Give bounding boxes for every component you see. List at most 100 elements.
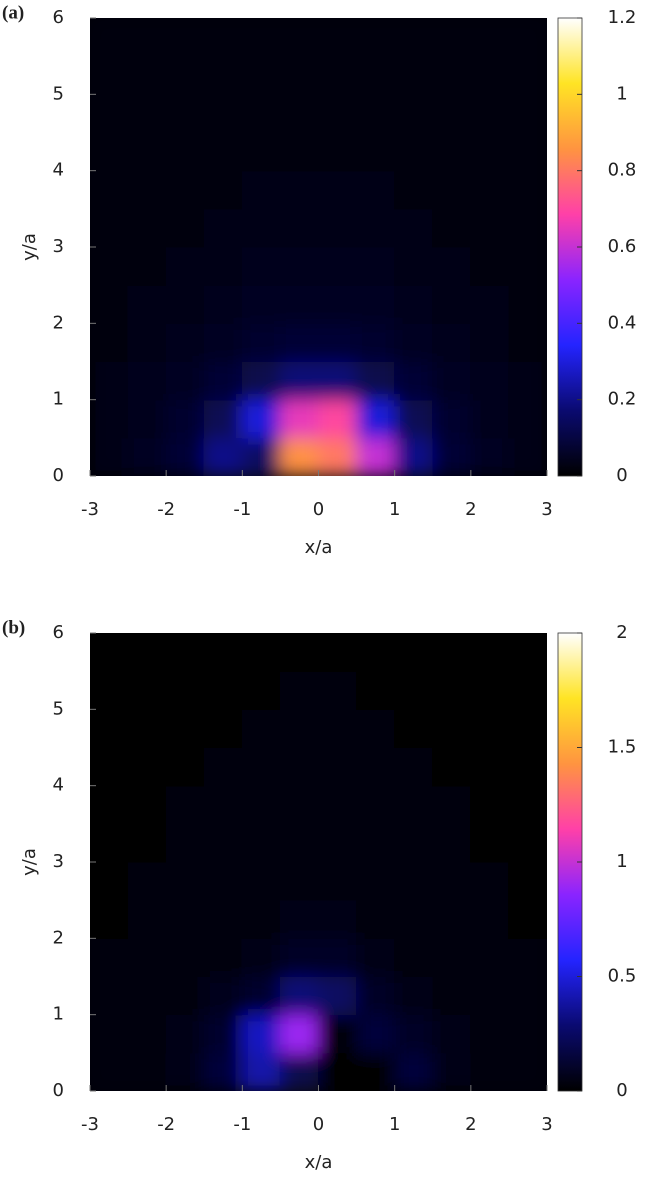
colorbar-tick-label: 0.4 [608, 312, 637, 333]
heatmap-cell [356, 823, 396, 863]
heatmap-cell [203, 246, 243, 286]
heatmap-cell [90, 899, 129, 939]
colorbar-tick-label: 0.2 [608, 389, 637, 410]
heatmap-cell [318, 18, 358, 57]
heatmap-cell [432, 1014, 472, 1054]
colorbar-tick-label: 0.6 [608, 236, 637, 257]
heatmap-cell [241, 18, 281, 57]
colorbar-tick-label: 0 [616, 1080, 627, 1101]
colorbar-tick-label: 1 [616, 83, 627, 104]
heatmap-cell [165, 322, 205, 362]
heatmap-cell [318, 670, 358, 710]
heatmap-cell [394, 899, 434, 939]
heatmap-cell [127, 861, 167, 901]
heatmap-cell [318, 399, 358, 439]
heatmap-cell [127, 93, 167, 133]
heatmap-cell [165, 861, 205, 901]
heatmap-cell [90, 633, 129, 672]
heatmap-cell [394, 823, 434, 863]
heatmap-cell [127, 785, 167, 825]
heatmap-cell [241, 937, 281, 977]
heatmap-cell [470, 708, 510, 748]
heatmap-cell [241, 708, 281, 748]
x-tick-label: -3 [81, 1114, 99, 1135]
heatmap-cell [165, 55, 205, 95]
heatmap-cell [165, 747, 205, 787]
heatmap-cell [279, 937, 319, 977]
heatmap-cell [90, 55, 129, 95]
heatmap-cell [470, 55, 510, 95]
heatmap-cell [279, 361, 319, 401]
heatmap-cell [203, 208, 243, 248]
heatmap-cell [508, 93, 547, 133]
heatmap-cell [203, 1014, 243, 1054]
heatmap-cell [394, 246, 434, 286]
heatmap-cell [279, 284, 319, 324]
colorbar-tick-label: 1.2 [608, 7, 637, 28]
heatmap-cell [165, 976, 205, 1016]
heatmap-cell [318, 284, 358, 324]
heatmap-cell [508, 785, 547, 825]
x-tick-label: 0 [313, 1114, 324, 1135]
heatmap-cell [241, 55, 281, 95]
heatmap-cell [279, 18, 319, 57]
x-tick-label: 3 [541, 499, 552, 520]
heatmap-cell [508, 861, 547, 901]
heatmap-cell [165, 170, 205, 210]
heatmap-cell [90, 747, 129, 787]
heatmap-cell [241, 170, 281, 210]
heatmap-cell [241, 670, 281, 710]
heatmap-cell [432, 18, 472, 57]
heatmap-cell [203, 399, 243, 439]
heatmap-cell [394, 322, 434, 362]
x-tick-label: -2 [157, 1114, 175, 1135]
heatmap-cell [127, 18, 167, 57]
heatmap-cell [279, 823, 319, 863]
colorbar-tick-label: 0.5 [608, 966, 637, 987]
heatmap-cell [279, 132, 319, 172]
heatmap-cell [470, 633, 510, 672]
heatmap-cell [432, 132, 472, 172]
y-axis-label: y/a [19, 233, 40, 261]
heatmap-cell [356, 976, 396, 1016]
heatmap-cell [241, 861, 281, 901]
heatmap-cell [356, 284, 396, 324]
heatmap-cell [356, 437, 396, 476]
heatmap-cell [279, 246, 319, 286]
heatmap-cell [508, 1014, 547, 1054]
heatmap-cell [279, 747, 319, 787]
heatmap-cell [127, 208, 167, 248]
heatmap-cell [394, 1014, 434, 1054]
heatmap-cell [508, 437, 547, 476]
y-tick-label: 2 [53, 927, 64, 948]
heatmap-cell [203, 322, 243, 362]
y-tick-label: 6 [53, 7, 64, 28]
x-tick-label: 0 [313, 499, 324, 520]
heatmap-cell [165, 399, 205, 439]
heatmap-cell [90, 437, 129, 476]
heatmap-cell [165, 437, 205, 476]
heatmap [90, 18, 547, 476]
heatmap-cell [127, 823, 167, 863]
heatmap-cell [394, 132, 434, 172]
colorbar-tick-label: 1 [616, 851, 627, 872]
heatmap-cell [394, 437, 434, 476]
heatmap-cell [241, 899, 281, 939]
heatmap-clip [90, 633, 547, 1091]
heatmap-cell [508, 170, 547, 210]
heatmap-cell [470, 170, 510, 210]
heatmap-cell [318, 361, 358, 401]
heatmap-cell [279, 170, 319, 210]
heatmap-cell [279, 976, 319, 1016]
heatmap-cell [470, 322, 510, 362]
heatmap-cell [241, 284, 281, 324]
heatmap-cell [127, 976, 167, 1016]
heatmap-cell [241, 1052, 281, 1091]
heatmap-cell [241, 976, 281, 1016]
heatmap-cell [432, 246, 472, 286]
heatmap-cell [203, 437, 243, 476]
heatmap-cell [165, 937, 205, 977]
heatmap-cell [165, 93, 205, 133]
heatmap-cell [394, 861, 434, 901]
heatmap-cell [356, 1052, 396, 1091]
